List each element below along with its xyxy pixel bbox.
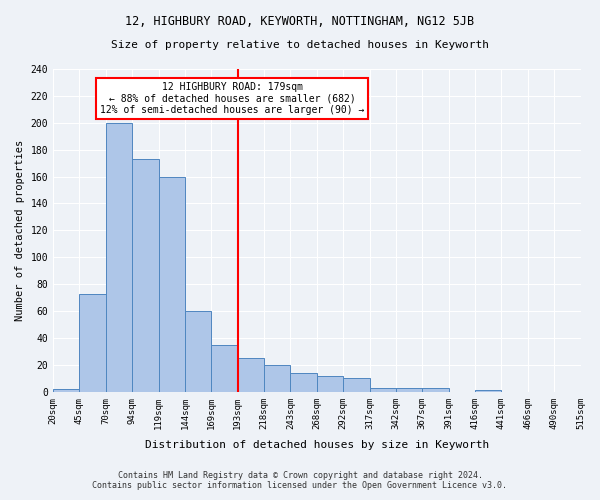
- Bar: [132, 159, 158, 392]
- Bar: [185, 311, 211, 392]
- Bar: [343, 378, 370, 392]
- Text: 12 HIGHBURY ROAD: 179sqm
← 88% of detached houses are smaller (682)
12% of semi-: 12 HIGHBURY ROAD: 179sqm ← 88% of detach…: [100, 82, 365, 115]
- Bar: [106, 123, 132, 392]
- Bar: [211, 344, 238, 392]
- Bar: [422, 388, 449, 392]
- X-axis label: Distribution of detached houses by size in Keyworth: Distribution of detached houses by size …: [145, 440, 489, 450]
- Text: 12, HIGHBURY ROAD, KEYWORTH, NOTTINGHAM, NG12 5JB: 12, HIGHBURY ROAD, KEYWORTH, NOTTINGHAM,…: [125, 15, 475, 28]
- Bar: [79, 294, 106, 392]
- Text: Contains HM Land Registry data © Crown copyright and database right 2024.
Contai: Contains HM Land Registry data © Crown c…: [92, 470, 508, 490]
- Text: Size of property relative to detached houses in Keyworth: Size of property relative to detached ho…: [111, 40, 489, 50]
- Bar: [238, 358, 264, 392]
- Bar: [317, 376, 343, 392]
- Bar: [290, 373, 317, 392]
- Bar: [370, 388, 396, 392]
- Bar: [264, 365, 290, 392]
- Bar: [396, 388, 422, 392]
- Bar: [158, 176, 185, 392]
- Bar: [53, 389, 79, 392]
- Y-axis label: Number of detached properties: Number of detached properties: [15, 140, 25, 321]
- Bar: [475, 390, 502, 392]
